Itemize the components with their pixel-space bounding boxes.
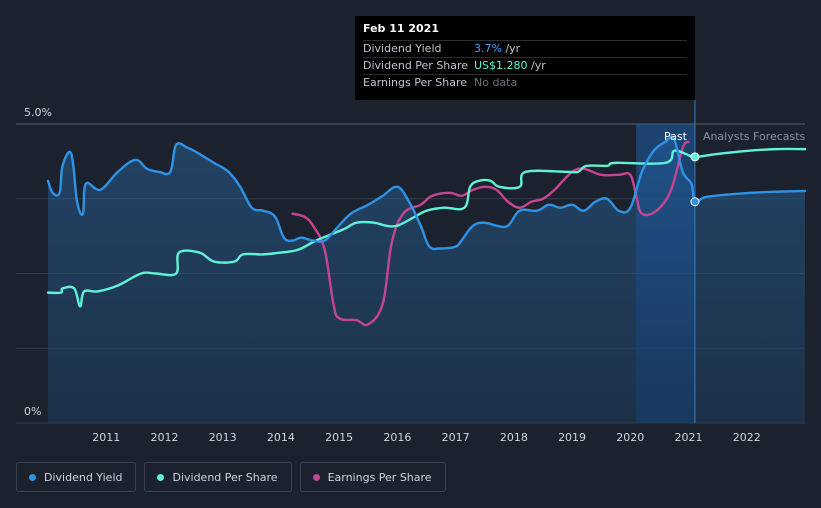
legend: Dividend Yield Dividend Per Share Earnin… <box>16 462 446 492</box>
tooltip-row-earnings-per-share: Earnings Per Share No data <box>363 74 687 91</box>
x-tick-label: 2019 <box>558 431 586 444</box>
y-axis: 5.0% 0% <box>24 106 52 418</box>
x-axis: 2011 2012 2013 2014 2015 2016 2017 2018 2019 2020… <box>92 431 761 444</box>
legend-label: Earnings Per Share <box>327 470 432 484</box>
tooltip-row-dividend-per-share: Dividend Per Share US$1.280 /yr <box>363 57 687 74</box>
tooltip-label: Earnings Per Share <box>363 76 468 89</box>
legend-label: Dividend Yield <box>44 470 123 484</box>
legend-dot-icon <box>312 473 320 481</box>
x-tick-label: 2014 <box>267 431 295 444</box>
analysts-forecasts-label: Analysts Forecasts <box>703 130 806 143</box>
tooltip: Feb 11 2021 Dividend Yield 3.7% /yr Divi… <box>355 16 695 100</box>
legend-dividend-yield[interactable]: Dividend Yield <box>16 462 137 492</box>
x-tick-label: 2013 <box>209 431 237 444</box>
legend-dot-icon <box>29 473 36 481</box>
past-region <box>636 124 695 423</box>
legend-dividend-per-share[interactable]: Dividend Per Share <box>144 462 292 492</box>
legend-dot-icon <box>157 473 165 481</box>
dividend-yield-line <box>46 135 807 251</box>
dividend-yield-marker <box>690 197 700 207</box>
y-tick-label: 5.0% <box>24 106 52 119</box>
tooltip-label: Dividend Yield <box>363 42 442 55</box>
x-tick-label: 2016 <box>383 431 411 444</box>
x-tick-label: 2021 <box>675 431 703 444</box>
tooltip-row-dividend-yield: Dividend Yield 3.7% /yr <box>363 40 687 57</box>
tooltip-date: Feb 11 2021 <box>363 22 439 35</box>
legend-earnings-per-share[interactable]: Earnings Per Share <box>299 462 446 492</box>
x-tick-label: 2018 <box>500 431 528 444</box>
x-tick-label: 2011 <box>92 431 120 444</box>
legend-label: Dividend Per Share <box>172 470 278 484</box>
x-tick-label: 2017 <box>442 431 470 444</box>
x-tick-label: 2022 <box>733 431 761 444</box>
tooltip-unit: /yr <box>527 59 546 72</box>
tooltip-label: Dividend Per Share <box>363 59 469 72</box>
tooltip-value: US$1.280 <box>474 59 528 72</box>
past-label: Past <box>664 130 688 143</box>
tooltip-unit: /yr <box>501 42 521 55</box>
dividend-yield-area <box>48 136 805 423</box>
dividend-per-share-line <box>46 147 807 308</box>
x-tick-label: 2012 <box>150 431 178 444</box>
earnings-per-share-line <box>291 140 690 327</box>
x-tick-label: 2020 <box>616 431 644 444</box>
dividend-per-share-marker <box>690 152 700 162</box>
tooltip-value: No data <box>474 76 518 89</box>
y-tick-label: 0% <box>24 405 41 418</box>
tooltip-value: 3.7% <box>474 42 502 55</box>
x-tick-label: 2015 <box>325 431 353 444</box>
